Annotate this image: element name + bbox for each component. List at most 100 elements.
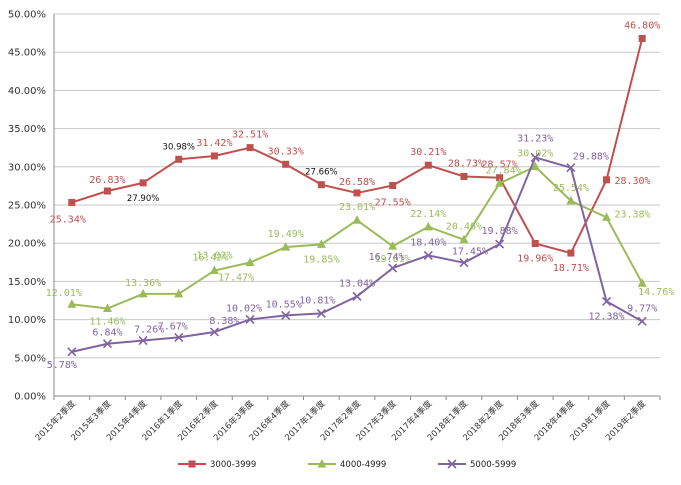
series-3000-3999: 25.34% 26.83%27.90% 30.98% 31.42%32.51%30.3… xyxy=(50,20,660,274)
data-point xyxy=(459,234,469,244)
legend-item: 5000-5999 xyxy=(438,459,516,470)
data-point xyxy=(102,339,113,349)
legend-item: 4000-4999 xyxy=(308,459,386,470)
legend: 3000-3999 4000-4999 5000-5999 xyxy=(178,459,516,470)
y-tick-label: 20.00% xyxy=(8,239,46,250)
data-point xyxy=(67,347,77,357)
data-label: 31.23% xyxy=(517,133,553,144)
data-point xyxy=(531,240,539,248)
data-point xyxy=(317,459,327,468)
data-point xyxy=(281,310,291,320)
data-point xyxy=(209,327,219,337)
data-label: 27.90% xyxy=(127,194,159,204)
y-tick-label: 40.00% xyxy=(8,86,46,97)
data-label: 9.77% xyxy=(627,303,657,314)
data-label: 27.55% xyxy=(375,198,411,209)
data-point xyxy=(423,250,433,260)
data-point xyxy=(353,189,361,197)
legend-label: 5000-5999 xyxy=(470,460,516,470)
data-point xyxy=(638,34,646,42)
y-tick-label: 45.00% xyxy=(8,48,46,59)
data-label: 26.83% xyxy=(89,175,125,186)
data-point xyxy=(245,314,255,325)
data-label: 5.78% xyxy=(47,360,77,371)
data-label: 26.58% xyxy=(339,177,375,188)
data-label: 27.84% xyxy=(486,165,522,176)
data-label: 11.46% xyxy=(89,316,125,327)
data-point xyxy=(601,296,612,306)
data-point xyxy=(138,335,148,346)
data-point xyxy=(174,332,184,342)
gridlines xyxy=(54,13,660,397)
legend-label: 3000-3999 xyxy=(210,460,256,470)
legend-item: 3000-3999 xyxy=(178,460,256,470)
data-label: 29.88% xyxy=(573,152,609,163)
data-label: 27.66% xyxy=(305,168,337,178)
data-point xyxy=(460,173,468,181)
data-point xyxy=(246,144,254,152)
y-tick-label: 15.00% xyxy=(8,277,46,288)
data-label: 28.30% xyxy=(614,176,650,187)
y-tick-label: 0.00% xyxy=(14,392,46,403)
data-label: 19.61% xyxy=(375,254,411,265)
data-label: 28.57% xyxy=(482,160,518,171)
data-label: 32.51% xyxy=(232,130,268,141)
data-point xyxy=(603,176,611,184)
data-label: 8.38% xyxy=(209,316,239,327)
data-label: 23.01% xyxy=(339,202,375,213)
data-point xyxy=(317,181,325,189)
data-point xyxy=(281,242,291,251)
data-label: 19.88% xyxy=(482,226,518,237)
data-point xyxy=(423,221,433,231)
y-tick-label: 10.00% xyxy=(8,315,46,326)
data-label: 16.74% xyxy=(369,252,405,263)
data-label: 12.38% xyxy=(588,311,624,322)
data-point xyxy=(175,155,183,163)
data-point xyxy=(389,182,397,190)
data-point xyxy=(424,161,432,169)
data-label: 19.49% xyxy=(268,229,304,240)
y-tick-label: 30.00% xyxy=(8,162,46,173)
data-label: 17.47% xyxy=(218,273,254,284)
data-label: 13.04% xyxy=(339,278,375,289)
data-label: 25.34% xyxy=(50,214,86,225)
series-5000-5999: 5.78% 6.84% 7.26%7.67% 8.38% 10.02% 10.55%10.… xyxy=(47,133,657,370)
data-label: 6.84% xyxy=(92,328,122,339)
series-4000-4999: 12.01% 11.46% 13.36% 16.42% 17.47% 19.49% 19.8… xyxy=(46,149,674,328)
data-label: 23.38% xyxy=(614,209,650,220)
data-point xyxy=(566,163,576,173)
data-point xyxy=(602,212,612,221)
data-point xyxy=(637,278,647,287)
data-label: 19.85% xyxy=(303,254,339,265)
y-tick-label: 5.00% xyxy=(14,353,46,364)
data-point xyxy=(495,239,505,249)
data-point xyxy=(102,303,112,312)
data-label: 10.55% xyxy=(266,299,302,310)
data-label: 30.21% xyxy=(410,147,446,158)
data-label: 10.81% xyxy=(299,295,335,306)
data-point xyxy=(209,265,219,275)
data-point xyxy=(388,241,398,250)
data-point xyxy=(495,178,505,187)
data-point xyxy=(388,263,398,273)
x-axis: 2015年2季度2015年3季度2015年4季度2016年1季度2016年2季度… xyxy=(33,396,661,443)
data-label: 12.01% xyxy=(46,288,82,299)
y-axis: 0.00% 5.00% 10.00% 15.00% 20.00% 25.00% 30.00%… xyxy=(8,10,46,403)
data-label: 14.76% xyxy=(638,287,674,298)
data-label: 20.46% xyxy=(446,222,482,233)
data-point xyxy=(282,160,290,168)
data-point xyxy=(447,459,457,469)
data-label: 7.67% xyxy=(158,321,188,332)
data-point xyxy=(174,288,184,298)
data-point xyxy=(316,308,326,318)
y-tick-label: 35.00% xyxy=(8,124,46,135)
data-point xyxy=(530,161,540,171)
legend-label: 4000-4999 xyxy=(340,460,386,470)
data-label: 7.26% xyxy=(134,325,164,336)
data-point xyxy=(459,258,469,268)
data-point xyxy=(103,187,111,195)
data-label: 16.42% xyxy=(192,253,228,264)
data-label: 25.54% xyxy=(553,183,589,194)
data-point xyxy=(566,195,576,205)
